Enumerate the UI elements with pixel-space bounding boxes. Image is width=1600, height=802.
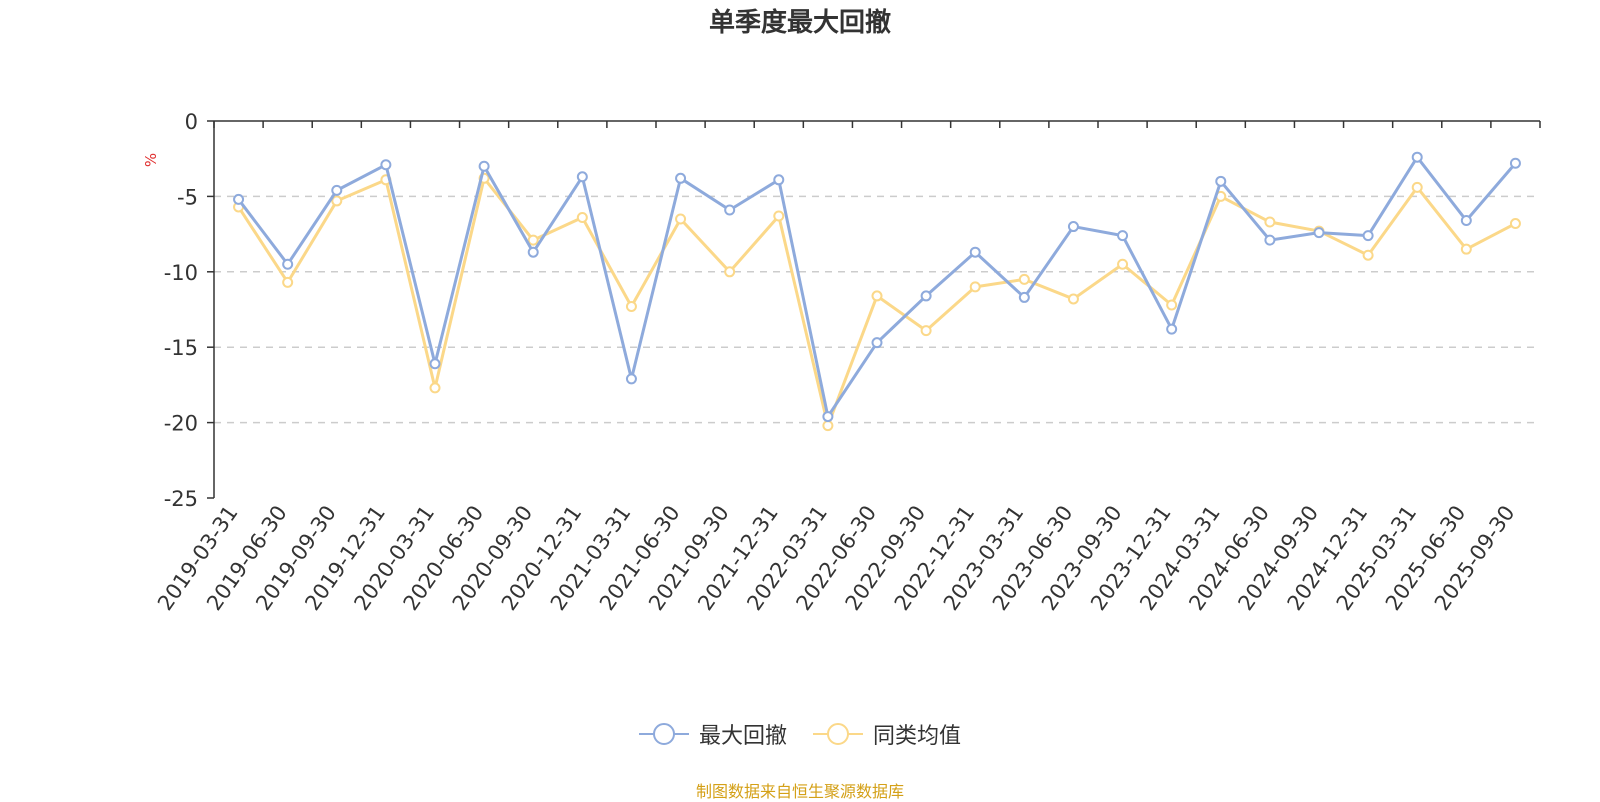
data-point[interactable] bbox=[724, 204, 736, 216]
data-point[interactable] bbox=[1509, 218, 1521, 230]
data-point[interactable] bbox=[625, 300, 637, 312]
data-point[interactable] bbox=[282, 276, 294, 288]
y-tick-label: -15 bbox=[164, 336, 198, 360]
data-point[interactable] bbox=[1067, 293, 1079, 305]
data-point[interactable] bbox=[1018, 291, 1030, 303]
legend-swatch-max-drawdown bbox=[638, 723, 689, 745]
data-point[interactable] bbox=[1362, 230, 1374, 242]
data-point[interactable] bbox=[380, 159, 392, 171]
data-point[interactable] bbox=[1264, 216, 1276, 228]
grid-lines bbox=[214, 195, 1540, 424]
data-point[interactable] bbox=[1166, 323, 1178, 335]
data-point[interactable] bbox=[1460, 243, 1472, 255]
data-point[interactable] bbox=[527, 234, 539, 246]
data-point[interactable] bbox=[1460, 215, 1472, 227]
data-point[interactable] bbox=[429, 382, 441, 394]
y-tick-label: 0 bbox=[185, 110, 198, 134]
data-point[interactable] bbox=[429, 358, 441, 370]
data-point[interactable] bbox=[1411, 181, 1423, 193]
legend-item-peer-average[interactable]: 同类均值 bbox=[813, 718, 961, 750]
data-point[interactable] bbox=[1362, 249, 1374, 261]
data-point[interactable] bbox=[1264, 234, 1276, 246]
y-tick-label: -25 bbox=[164, 487, 198, 511]
axes bbox=[207, 120, 1541, 499]
data-point[interactable] bbox=[969, 246, 981, 258]
data-source-note: 制图数据来自恒生聚源数据库 bbox=[695, 782, 904, 801]
y-tick-labels: 0 -5 -10 -15 -20 -25 bbox=[164, 110, 198, 511]
data-point[interactable] bbox=[1117, 230, 1129, 242]
legend-item-max-drawdown[interactable]: 最大回撤 bbox=[638, 718, 787, 750]
data-point[interactable] bbox=[822, 420, 834, 432]
legend-label-peer-average: 同类均值 bbox=[873, 724, 962, 749]
data-point[interactable] bbox=[233, 193, 245, 205]
data-point[interactable] bbox=[969, 281, 981, 293]
y-tick-label: -10 bbox=[164, 261, 198, 285]
data-point[interactable] bbox=[773, 210, 785, 222]
y-tick-label: -5 bbox=[177, 185, 198, 209]
chart-title: 单季度最大回撤 bbox=[708, 8, 891, 38]
series-lines bbox=[233, 151, 1521, 432]
data-point[interactable] bbox=[773, 174, 785, 186]
series-max-drawdown bbox=[233, 151, 1521, 423]
legend-swatch-peer-average bbox=[813, 723, 863, 745]
data-point[interactable] bbox=[576, 171, 588, 183]
data-point[interactable] bbox=[478, 160, 490, 172]
data-point[interactable] bbox=[1313, 227, 1325, 239]
data-point[interactable] bbox=[1215, 175, 1227, 187]
data-point[interactable] bbox=[1509, 157, 1521, 169]
data-point[interactable] bbox=[1411, 151, 1423, 163]
data-point[interactable] bbox=[871, 290, 883, 302]
data-point[interactable] bbox=[920, 325, 932, 337]
x-tick-labels: 2019-03-312019-06-302019-09-302019-12-31… bbox=[153, 501, 1520, 615]
data-point[interactable] bbox=[871, 337, 883, 349]
data-point[interactable] bbox=[331, 184, 343, 196]
y-tick-label: -20 bbox=[164, 412, 198, 436]
data-point[interactable] bbox=[675, 172, 687, 184]
data-point[interactable] bbox=[822, 411, 834, 423]
data-point[interactable] bbox=[527, 246, 539, 258]
data-point[interactable] bbox=[576, 212, 588, 224]
data-point[interactable] bbox=[282, 258, 294, 270]
data-point[interactable] bbox=[1117, 258, 1129, 270]
data-point[interactable] bbox=[1166, 299, 1178, 311]
data-point[interactable] bbox=[331, 195, 343, 207]
data-point[interactable] bbox=[920, 290, 932, 302]
data-point[interactable] bbox=[1018, 273, 1030, 285]
data-point[interactable] bbox=[625, 373, 637, 385]
data-point[interactable] bbox=[1067, 221, 1079, 233]
data-point[interactable] bbox=[675, 213, 687, 225]
y-axis-unit-label: % bbox=[142, 153, 160, 167]
legend-label-max-drawdown: 最大回撤 bbox=[698, 724, 787, 749]
data-point[interactable] bbox=[724, 266, 736, 278]
legend: 最大回撤 同类均值 bbox=[0, 718, 1600, 750]
series-peer-average bbox=[233, 172, 1521, 432]
